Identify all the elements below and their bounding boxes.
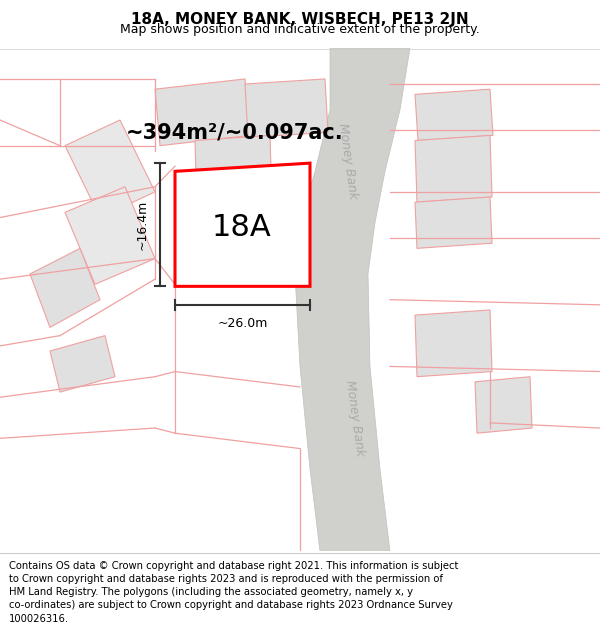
- Polygon shape: [155, 79, 250, 146]
- Text: ~16.4m: ~16.4m: [136, 199, 149, 250]
- Polygon shape: [65, 120, 155, 218]
- Polygon shape: [30, 248, 100, 328]
- Polygon shape: [475, 377, 532, 433]
- Polygon shape: [415, 197, 492, 248]
- Polygon shape: [245, 79, 328, 138]
- Polygon shape: [415, 136, 492, 202]
- Text: Map shows position and indicative extent of the property.: Map shows position and indicative extent…: [120, 23, 480, 36]
- Polygon shape: [195, 182, 290, 284]
- Text: Money Bank: Money Bank: [336, 122, 360, 200]
- Polygon shape: [295, 48, 410, 551]
- Text: ~26.0m: ~26.0m: [217, 317, 268, 330]
- Text: Contains OS data © Crown copyright and database right 2021. This information is : Contains OS data © Crown copyright and d…: [9, 561, 458, 624]
- Text: ~394m²/~0.097ac.: ~394m²/~0.097ac.: [126, 122, 344, 142]
- Polygon shape: [50, 336, 115, 392]
- Polygon shape: [415, 310, 492, 377]
- Text: Money Bank: Money Bank: [343, 379, 367, 457]
- Text: 18A: 18A: [212, 213, 272, 243]
- Polygon shape: [195, 136, 272, 206]
- Polygon shape: [415, 89, 493, 141]
- Polygon shape: [65, 187, 155, 284]
- Polygon shape: [175, 163, 310, 286]
- Text: 18A, MONEY BANK, WISBECH, PE13 2JN: 18A, MONEY BANK, WISBECH, PE13 2JN: [131, 12, 469, 27]
